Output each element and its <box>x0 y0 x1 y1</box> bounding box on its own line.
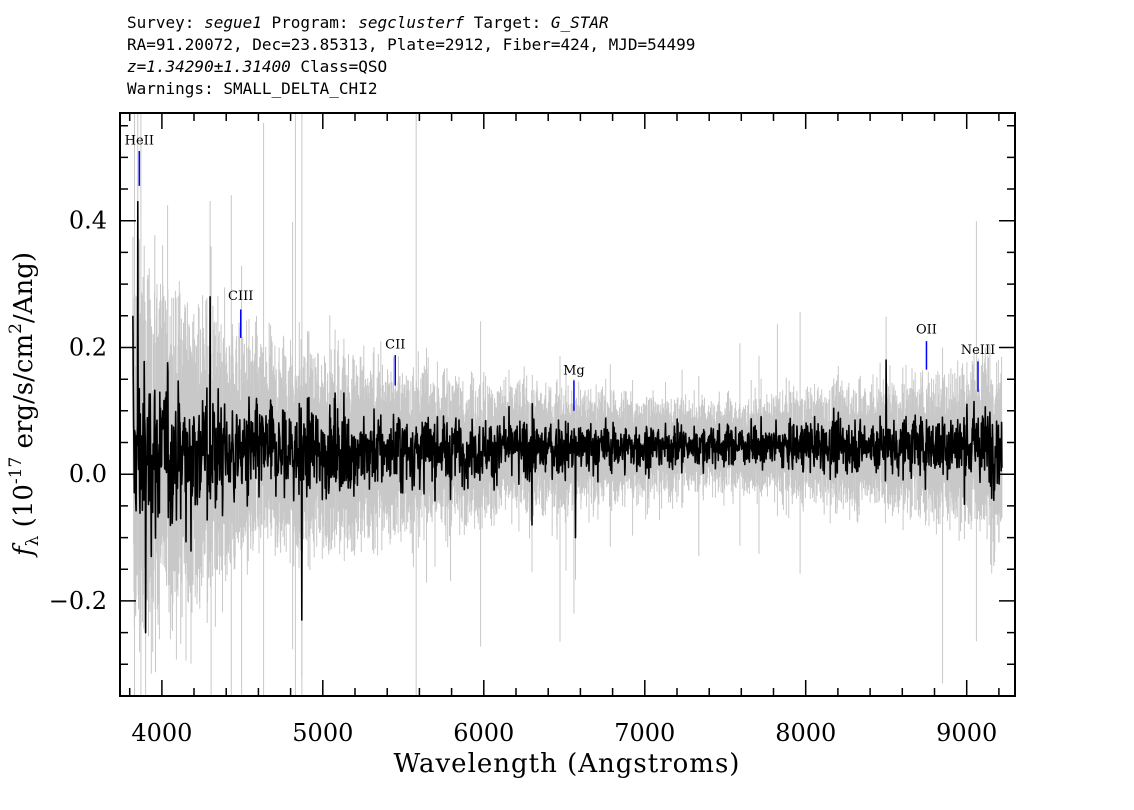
x-tick-label: 9000 <box>936 719 997 747</box>
header-line-survey: Survey: segue1 Program: segclusterf Targ… <box>127 13 609 32</box>
x-tick-label: 8000 <box>775 719 836 747</box>
flux-series <box>132 200 1003 634</box>
tick-marks <box>120 113 1015 696</box>
x-tick-label: 4000 <box>131 719 192 747</box>
redshift-value: z=1.34290±1.31400 <box>127 57 291 76</box>
plot-frame <box>119 112 1016 697</box>
y-axis-label: fλ (10-17 erg/s/cm2/Ang) <box>6 252 43 558</box>
header-line-redshift: z=1.34290±1.31400 Class=QSO <box>127 56 695 78</box>
line-label-mg: Mg <box>563 364 585 379</box>
y-tick-label: −0.2 <box>49 587 107 615</box>
line-label-ciii: CIII <box>228 289 253 304</box>
flux-spectrum <box>132 200 1003 634</box>
program-value: segclusterf <box>358 13 465 32</box>
line-label-neiii: NeIII <box>961 343 995 358</box>
x-axis-label: Wavelength (Angstroms) <box>394 749 741 779</box>
target-value: G_STAR <box>550 13 609 32</box>
y-tick-label: 0.2 <box>69 333 107 361</box>
header-line-coords: RA=91.20072, Dec=23.85313, Plate=2912, F… <box>127 35 696 54</box>
survey-value: segue1 <box>204 13 262 32</box>
line-markers: HeII CIII CII Mg OII NeIII <box>125 134 995 411</box>
spectrum-header: Survey: segue1 Program: segclusterf Targ… <box>127 12 695 100</box>
y-tick-label: 0.0 <box>69 460 107 488</box>
x-tick-label: 6000 <box>453 719 514 747</box>
x-tick-label: 7000 <box>614 719 675 747</box>
class-value: Class=QSO <box>290 57 388 76</box>
header-line-warnings: Warnings: SMALL_DELTA_CHI2 <box>127 79 378 98</box>
axis-tick-labels: 4000 5000 6000 7000 8000 9000 −0.2 0.0 0.2 0.4 <box>49 207 998 747</box>
line-label-cii: CII <box>385 338 405 353</box>
line-label-heii: HeII <box>125 134 154 149</box>
axis-ticks <box>120 113 1015 696</box>
x-tick-label: 5000 <box>292 719 353 747</box>
line-label-oii: OII <box>916 323 937 338</box>
y-tick-label: 0.4 <box>69 207 107 235</box>
